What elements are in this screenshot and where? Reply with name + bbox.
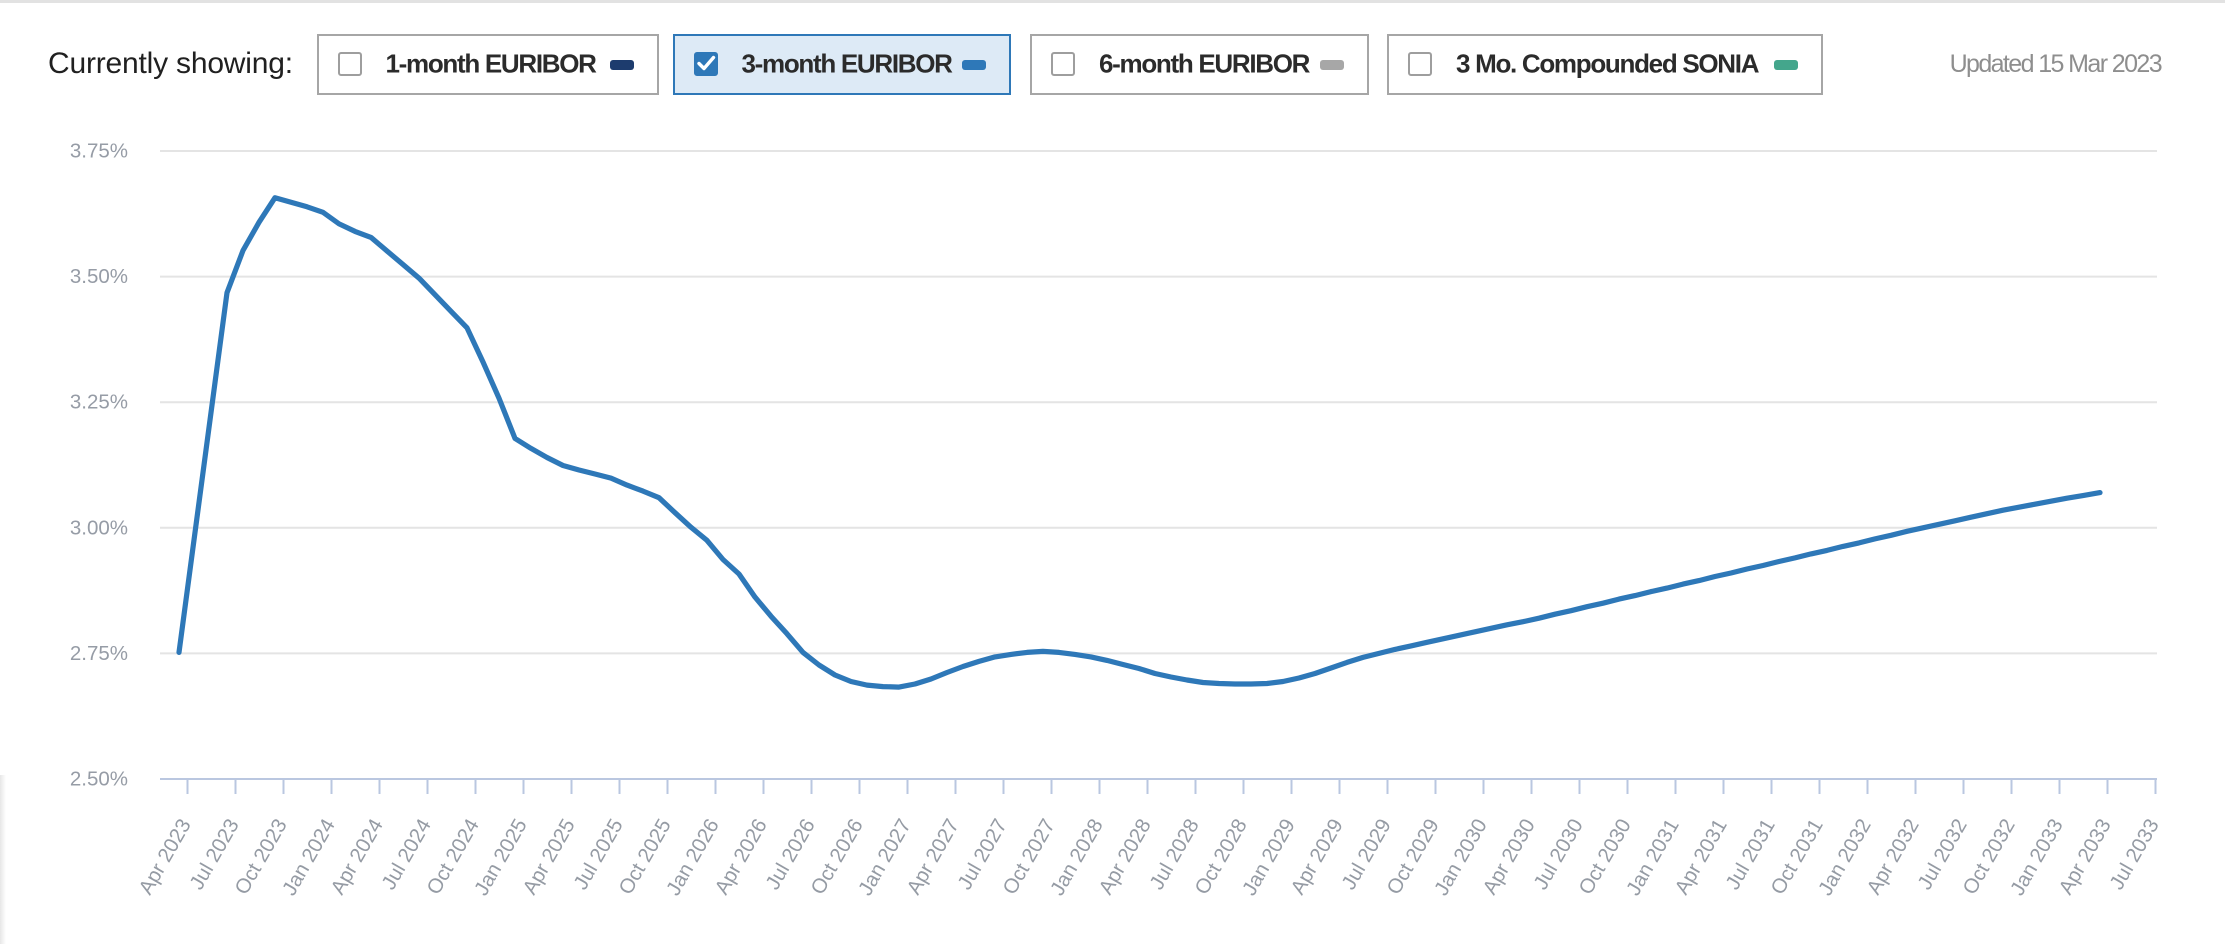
svg-text:3.75%: 3.75% xyxy=(70,140,128,163)
svg-text:Apr 2023: Apr 2023 xyxy=(134,815,196,899)
svg-text:2.75%: 2.75% xyxy=(70,642,128,665)
svg-text:3.00%: 3.00% xyxy=(70,516,128,539)
svg-text:3.25%: 3.25% xyxy=(70,391,128,414)
svg-text:3.50%: 3.50% xyxy=(70,265,128,288)
svg-text:2.50%: 2.50% xyxy=(70,768,128,791)
